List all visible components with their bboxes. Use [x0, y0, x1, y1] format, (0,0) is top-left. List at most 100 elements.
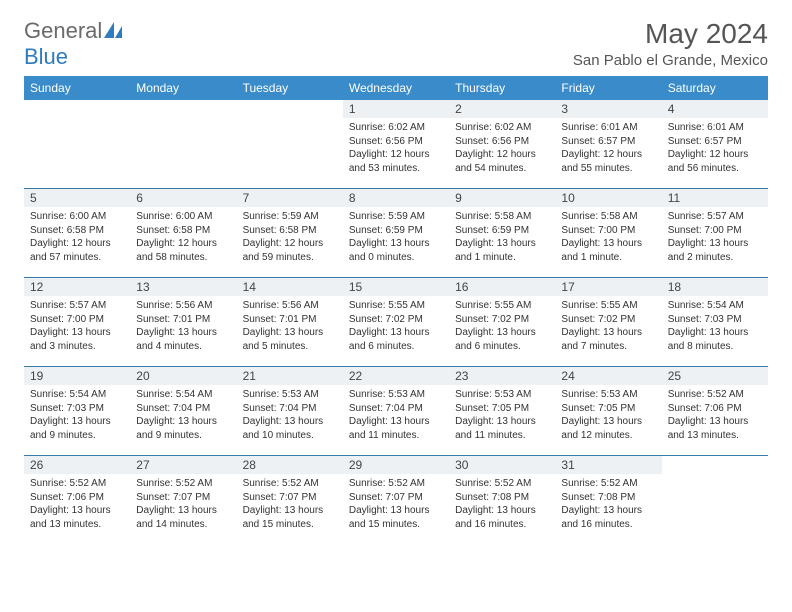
calendar-cell: 16Sunrise: 5:55 AMSunset: 7:02 PMDayligh…	[449, 278, 555, 367]
calendar-cell: 13Sunrise: 5:56 AMSunset: 7:01 PMDayligh…	[130, 278, 236, 367]
calendar-cell: 4Sunrise: 6:01 AMSunset: 6:57 PMDaylight…	[662, 100, 768, 189]
day-details: Sunrise: 5:52 AMSunset: 7:08 PMDaylight:…	[449, 474, 555, 535]
day-details: Sunrise: 5:55 AMSunset: 7:02 PMDaylight:…	[343, 296, 449, 357]
day-number: 21	[237, 367, 343, 385]
calendar-cell: 12Sunrise: 5:57 AMSunset: 7:00 PMDayligh…	[24, 278, 130, 367]
calendar-cell: 17Sunrise: 5:55 AMSunset: 7:02 PMDayligh…	[555, 278, 661, 367]
day-number: 3	[555, 100, 661, 118]
day-number: 5	[24, 189, 130, 207]
day-details: Sunrise: 6:00 AMSunset: 6:58 PMDaylight:…	[130, 207, 236, 268]
day-details: Sunrise: 5:52 AMSunset: 7:08 PMDaylight:…	[555, 474, 661, 535]
calendar-cell: 11Sunrise: 5:57 AMSunset: 7:00 PMDayligh…	[662, 189, 768, 278]
day-details: Sunrise: 5:53 AMSunset: 7:04 PMDaylight:…	[343, 385, 449, 446]
calendar-cell	[662, 456, 768, 545]
day-number: 20	[130, 367, 236, 385]
day-number: 2	[449, 100, 555, 118]
brand-logo: GeneralBlue	[24, 18, 124, 70]
day-number: 1	[343, 100, 449, 118]
calendar-cell: 18Sunrise: 5:54 AMSunset: 7:03 PMDayligh…	[662, 278, 768, 367]
day-details: Sunrise: 5:57 AMSunset: 7:00 PMDaylight:…	[24, 296, 130, 357]
calendar-week: 12Sunrise: 5:57 AMSunset: 7:00 PMDayligh…	[24, 278, 768, 367]
day-details: Sunrise: 6:02 AMSunset: 6:56 PMDaylight:…	[343, 118, 449, 179]
calendar-cell: 27Sunrise: 5:52 AMSunset: 7:07 PMDayligh…	[130, 456, 236, 545]
weekday-header: Monday	[130, 76, 236, 100]
day-number: 29	[343, 456, 449, 474]
calendar-page: GeneralBlue May 2024 San Pablo el Grande…	[0, 0, 792, 554]
day-details: Sunrise: 5:53 AMSunset: 7:05 PMDaylight:…	[555, 385, 661, 446]
calendar-week: 19Sunrise: 5:54 AMSunset: 7:03 PMDayligh…	[24, 367, 768, 456]
day-number: 23	[449, 367, 555, 385]
day-number: 25	[662, 367, 768, 385]
calendar-cell: 19Sunrise: 5:54 AMSunset: 7:03 PMDayligh…	[24, 367, 130, 456]
day-details: Sunrise: 5:52 AMSunset: 7:07 PMDaylight:…	[343, 474, 449, 535]
day-details: Sunrise: 5:59 AMSunset: 6:58 PMDaylight:…	[237, 207, 343, 268]
header: GeneralBlue May 2024 San Pablo el Grande…	[24, 18, 768, 70]
day-details: Sunrise: 5:59 AMSunset: 6:59 PMDaylight:…	[343, 207, 449, 268]
day-number: 14	[237, 278, 343, 296]
day-number: 27	[130, 456, 236, 474]
day-number: 31	[555, 456, 661, 474]
calendar-cell: 8Sunrise: 5:59 AMSunset: 6:59 PMDaylight…	[343, 189, 449, 278]
day-number: 16	[449, 278, 555, 296]
calendar-cell: 1Sunrise: 6:02 AMSunset: 6:56 PMDaylight…	[343, 100, 449, 189]
calendar-cell: 29Sunrise: 5:52 AMSunset: 7:07 PMDayligh…	[343, 456, 449, 545]
day-details: Sunrise: 5:54 AMSunset: 7:03 PMDaylight:…	[662, 296, 768, 357]
day-number: 11	[662, 189, 768, 207]
day-number: 24	[555, 367, 661, 385]
day-details: Sunrise: 5:52 AMSunset: 7:06 PMDaylight:…	[24, 474, 130, 535]
day-number: 17	[555, 278, 661, 296]
calendar-cell: 30Sunrise: 5:52 AMSunset: 7:08 PMDayligh…	[449, 456, 555, 545]
month-title: May 2024	[573, 18, 768, 50]
calendar-cell: 2Sunrise: 6:02 AMSunset: 6:56 PMDaylight…	[449, 100, 555, 189]
day-number: 15	[343, 278, 449, 296]
calendar-cell: 20Sunrise: 5:54 AMSunset: 7:04 PMDayligh…	[130, 367, 236, 456]
calendar-week: 26Sunrise: 5:52 AMSunset: 7:06 PMDayligh…	[24, 456, 768, 545]
day-number: 18	[662, 278, 768, 296]
calendar-cell: 25Sunrise: 5:52 AMSunset: 7:06 PMDayligh…	[662, 367, 768, 456]
brand-text: GeneralBlue	[24, 18, 124, 70]
weekday-header: Friday	[555, 76, 661, 100]
day-number: 13	[130, 278, 236, 296]
calendar-cell: 3Sunrise: 6:01 AMSunset: 6:57 PMDaylight…	[555, 100, 661, 189]
calendar-cell: 5Sunrise: 6:00 AMSunset: 6:58 PMDaylight…	[24, 189, 130, 278]
brand-part2: Blue	[24, 44, 68, 69]
calendar-cell: 6Sunrise: 6:00 AMSunset: 6:58 PMDaylight…	[130, 189, 236, 278]
calendar-cell	[130, 100, 236, 189]
day-number: 26	[24, 456, 130, 474]
calendar-cell: 23Sunrise: 5:53 AMSunset: 7:05 PMDayligh…	[449, 367, 555, 456]
day-number: 9	[449, 189, 555, 207]
day-details: Sunrise: 5:55 AMSunset: 7:02 PMDaylight:…	[555, 296, 661, 357]
calendar-cell: 31Sunrise: 5:52 AMSunset: 7:08 PMDayligh…	[555, 456, 661, 545]
calendar-cell: 21Sunrise: 5:53 AMSunset: 7:04 PMDayligh…	[237, 367, 343, 456]
calendar-cell: 9Sunrise: 5:58 AMSunset: 6:59 PMDaylight…	[449, 189, 555, 278]
day-details: Sunrise: 5:55 AMSunset: 7:02 PMDaylight:…	[449, 296, 555, 357]
calendar-week: 5Sunrise: 6:00 AMSunset: 6:58 PMDaylight…	[24, 189, 768, 278]
day-number: 6	[130, 189, 236, 207]
calendar-cell: 24Sunrise: 5:53 AMSunset: 7:05 PMDayligh…	[555, 367, 661, 456]
day-number: 4	[662, 100, 768, 118]
calendar-cell: 10Sunrise: 5:58 AMSunset: 7:00 PMDayligh…	[555, 189, 661, 278]
day-details: Sunrise: 5:54 AMSunset: 7:04 PMDaylight:…	[130, 385, 236, 446]
day-number: 19	[24, 367, 130, 385]
calendar-cell: 28Sunrise: 5:52 AMSunset: 7:07 PMDayligh…	[237, 456, 343, 545]
calendar-body: 1Sunrise: 6:02 AMSunset: 6:56 PMDaylight…	[24, 100, 768, 544]
day-details: Sunrise: 5:52 AMSunset: 7:07 PMDaylight:…	[130, 474, 236, 535]
weekday-header: Saturday	[662, 76, 768, 100]
day-details: Sunrise: 5:56 AMSunset: 7:01 PMDaylight:…	[130, 296, 236, 357]
brand-part1: General	[24, 18, 102, 43]
calendar-cell	[237, 100, 343, 189]
day-details: Sunrise: 5:53 AMSunset: 7:05 PMDaylight:…	[449, 385, 555, 446]
day-details: Sunrise: 5:58 AMSunset: 7:00 PMDaylight:…	[555, 207, 661, 268]
calendar-cell: 26Sunrise: 5:52 AMSunset: 7:06 PMDayligh…	[24, 456, 130, 545]
day-details: Sunrise: 5:58 AMSunset: 6:59 PMDaylight:…	[449, 207, 555, 268]
day-details: Sunrise: 6:01 AMSunset: 6:57 PMDaylight:…	[662, 118, 768, 179]
calendar-cell: 22Sunrise: 5:53 AMSunset: 7:04 PMDayligh…	[343, 367, 449, 456]
calendar-head: SundayMondayTuesdayWednesdayThursdayFrid…	[24, 76, 768, 100]
sail-icon	[104, 18, 124, 44]
day-details: Sunrise: 6:00 AMSunset: 6:58 PMDaylight:…	[24, 207, 130, 268]
day-details: Sunrise: 6:02 AMSunset: 6:56 PMDaylight:…	[449, 118, 555, 179]
weekday-header: Sunday	[24, 76, 130, 100]
day-details: Sunrise: 5:52 AMSunset: 7:06 PMDaylight:…	[662, 385, 768, 446]
day-details: Sunrise: 5:57 AMSunset: 7:00 PMDaylight:…	[662, 207, 768, 268]
calendar-cell	[24, 100, 130, 189]
